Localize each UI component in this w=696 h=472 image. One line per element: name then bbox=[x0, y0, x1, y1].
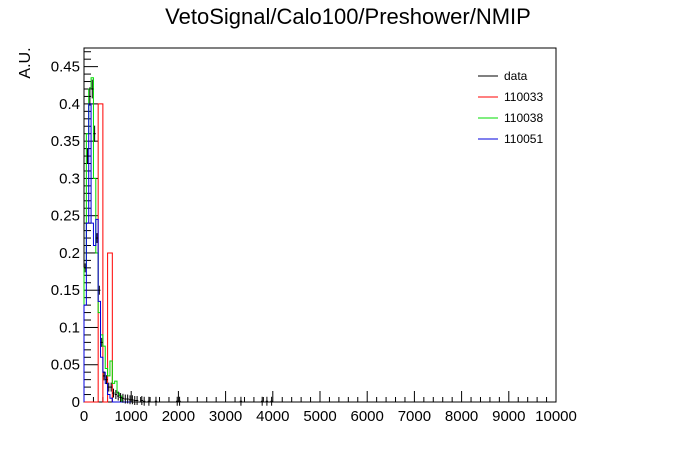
x-tick-label: 6000 bbox=[351, 408, 384, 425]
data-point bbox=[265, 396, 269, 406]
data-point bbox=[131, 395, 134, 405]
data-point bbox=[84, 263, 87, 273]
y-tick-label: 0.3 bbox=[59, 170, 80, 187]
data-point bbox=[95, 233, 99, 243]
data-point bbox=[98, 285, 101, 295]
data-point bbox=[143, 396, 146, 406]
data-point bbox=[114, 390, 118, 400]
x-tick-label: 3000 bbox=[209, 408, 242, 425]
x-tick-label: 10000 bbox=[535, 408, 577, 425]
x-tick-label: 7000 bbox=[398, 408, 431, 425]
legend-label: 110038 bbox=[504, 111, 543, 125]
y-tick-label: 0.35 bbox=[51, 133, 80, 150]
y-tick-label: 0.25 bbox=[51, 208, 80, 225]
data-point bbox=[147, 396, 151, 406]
data-point bbox=[239, 396, 243, 406]
data-point bbox=[100, 337, 103, 347]
histogram-110051 bbox=[83, 103, 132, 403]
data-point bbox=[91, 79, 94, 99]
legend-label: 110051 bbox=[504, 132, 543, 146]
legend: data 110033 110038 110051 bbox=[478, 69, 543, 146]
legend-label: 110033 bbox=[504, 90, 543, 104]
data-point bbox=[140, 396, 143, 405]
x-tick-label: 5000 bbox=[303, 408, 336, 425]
data-point bbox=[176, 396, 179, 406]
x-tick-label: 0 bbox=[80, 408, 88, 425]
data-point bbox=[88, 87, 92, 106]
x-tick-label: 1000 bbox=[115, 408, 148, 425]
x-tick-label: 2000 bbox=[162, 408, 195, 425]
y-tick-label: 0.2 bbox=[59, 245, 80, 262]
data-point bbox=[119, 393, 122, 402]
data-point bbox=[109, 382, 113, 392]
data-point bbox=[135, 396, 139, 405]
data-point bbox=[128, 395, 132, 405]
data-point bbox=[112, 388, 115, 398]
data-point bbox=[178, 396, 181, 406]
x-tick-label: 9000 bbox=[492, 408, 525, 425]
data-point bbox=[105, 375, 108, 385]
x-tick-label: 4000 bbox=[256, 408, 289, 425]
data-point bbox=[126, 394, 129, 404]
data-point bbox=[154, 396, 158, 406]
y-tick-label: 0.15 bbox=[51, 282, 80, 299]
y-tick-label: 0.05 bbox=[51, 357, 80, 374]
y-axis-label: A.U. bbox=[17, 47, 34, 78]
data-point bbox=[133, 396, 136, 405]
data-point bbox=[124, 394, 127, 404]
data-points bbox=[84, 79, 273, 406]
y-tick-label: 0 bbox=[72, 394, 80, 411]
y-tick-label: 0.45 bbox=[51, 59, 80, 76]
histogram-110033 bbox=[84, 103, 132, 403]
x-tick-label: 8000 bbox=[445, 408, 478, 425]
data-point bbox=[93, 125, 96, 142]
y-tick-label: 0.1 bbox=[59, 319, 80, 336]
data-point bbox=[117, 391, 120, 401]
axes: 0 1000 2000 3000 4000 5000 6000 7000 8000 9000 100… bbox=[51, 47, 577, 425]
data-point bbox=[107, 382, 110, 392]
chart-title: VetoSignal/Calo100/Preshower/NMIP bbox=[165, 4, 531, 29]
data-point bbox=[121, 393, 125, 403]
data-point bbox=[102, 371, 106, 381]
legend-label: data bbox=[504, 69, 528, 83]
data-point bbox=[270, 396, 273, 406]
y-tick-label: 0.4 bbox=[59, 96, 80, 113]
data-point bbox=[261, 396, 264, 406]
data-point bbox=[86, 148, 89, 164]
